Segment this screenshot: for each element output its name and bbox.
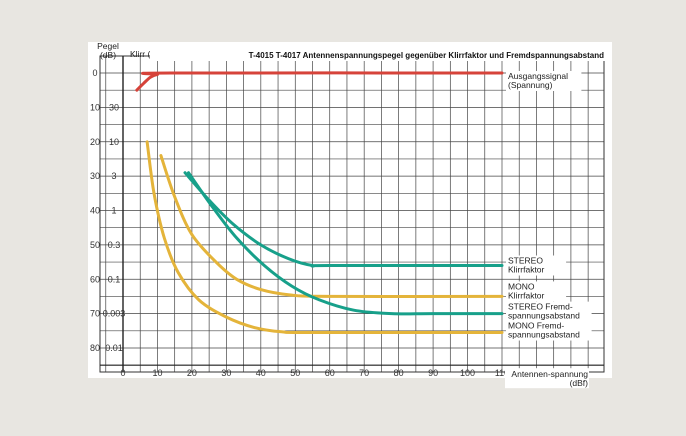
series-label: MONO Klirrfaktor [508,281,545,300]
x-tick-label: 80 [394,368,404,378]
y-axis-title-klirr: Klirr (%) [130,49,161,59]
series-line [145,140,504,335]
y-tick-label-db: 60 [90,274,100,284]
x-tick-label: 40 [256,368,266,378]
y-tick-label-db: 20 [90,137,100,147]
x-tick-label: 100 [460,368,475,378]
chart-title: T-4015 T-4017 Antennenspannungspegel geg… [249,51,604,60]
series-label-background [506,301,592,322]
y-tick-label-klirr: 0.01 [105,343,123,353]
y-tick-label-klirr: 0.3 [108,240,121,250]
series-line [183,171,504,268]
title-background [150,50,605,61]
x-tick-label: 110 [495,368,509,378]
series-line [159,154,504,299]
y-tick-label-klirr: 30 [109,102,119,112]
y-tick-label-klirr: 10 [109,137,119,147]
x-axis-title: Antennen-spannung (dBf) [511,369,588,388]
series-label: STEREO Klirrfaktor [508,256,545,275]
series-label: Ausgangssignal (Spannung) [508,71,568,90]
y-tick-label-db: 0 [92,68,97,78]
x-tick-label: 30 [221,368,231,378]
y-tick-label-klirr: 0.003 [103,309,126,319]
series-label-background [506,255,567,276]
series-label-background [506,281,567,302]
y-tick-label-klirr: 3 [111,171,116,181]
series-label-background [506,320,592,341]
series-label: STEREO Fremd-spannungsabstand [508,302,580,321]
y-tick-label-klirr: 1 [111,206,116,216]
x-tick-label: 50 [290,368,300,378]
y-tick-label-db: 80 [90,343,100,353]
axes: 0 10 20 30 40 50 60 70 80 30 10 3 1 0.3 0.1 0.003 0.01 0 1… [90,56,604,378]
x-tick-label: 60 [325,368,335,378]
y-axis-title-db: Pegel (dB) [97,41,119,60]
series-line [135,71,504,92]
series-line [187,171,504,316]
x-tick-label: 0 [120,368,125,378]
y-tick-label-db: 70 [90,309,100,319]
labels: Pegel (dB) Klirr (%) T-4015 T-4017 Antennen… [97,41,605,389]
x-tick-label: 70 [359,368,369,378]
curves [135,71,504,335]
series-label-background [506,71,582,91]
x-tick-label: 20 [187,368,197,378]
y-tick-label-db: 10 [90,102,100,112]
y-tick-label-klirr: 0.1 [108,274,121,284]
y-tick-label-db: 40 [90,206,100,216]
x-tick-label: 10 [152,368,162,378]
x-axis-title-background [505,368,589,389]
series-label: MONO Fremd-spannungsabstand [508,321,580,340]
y-tick-label-db: 50 [90,240,100,250]
x-tick-label: 90 [428,368,438,378]
y-tick-label-db: 30 [90,171,100,181]
